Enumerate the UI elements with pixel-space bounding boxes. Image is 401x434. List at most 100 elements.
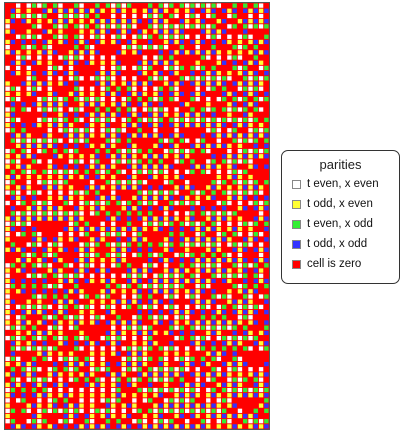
heatmap-cell [116, 169, 121, 174]
heatmap-cell [31, 169, 37, 174]
heatmap-cell [227, 91, 232, 97]
heatmap-cell [190, 169, 195, 174]
heatmap-cell [37, 34, 42, 39]
heatmap-cell [126, 237, 132, 242]
heatmap-cell [243, 335, 248, 341]
heatmap-cell [211, 185, 216, 190]
heatmap-cell [58, 185, 63, 190]
heatmap-cell [195, 335, 200, 341]
heatmap-cell [132, 393, 137, 398]
heatmap-cell [232, 8, 237, 13]
heatmap-cell [137, 361, 142, 367]
heatmap-cell [253, 180, 258, 185]
heatmap-cell [121, 159, 126, 164]
heatmap-cell [10, 216, 16, 221]
heatmap-cell [206, 143, 211, 149]
heatmap-cell [63, 419, 68, 424]
heatmap-cell [169, 367, 174, 372]
heatmap-cell [63, 200, 68, 206]
heatmap-cell [216, 367, 222, 372]
heatmap-cell [206, 361, 211, 367]
heatmap-cell [190, 408, 195, 413]
heatmap-cell [253, 190, 258, 195]
heatmap-cell [5, 107, 10, 112]
heatmap-cell [26, 143, 31, 149]
heatmap-cell [142, 200, 148, 206]
heatmap-cell [121, 226, 126, 232]
heatmap-cell [142, 237, 148, 242]
heatmap-cell [232, 24, 237, 29]
heatmap-cell [84, 226, 90, 232]
heatmap-cell [63, 247, 68, 252]
heatmap-cell [169, 283, 174, 289]
heatmap-cell [126, 283, 132, 289]
heatmap-cell [100, 29, 105, 34]
heatmap-cell [206, 278, 211, 284]
heatmap-cell [163, 174, 169, 180]
heatmap-cell [195, 24, 200, 29]
heatmap-cell [21, 263, 26, 268]
heatmap-cell [121, 283, 126, 289]
heatmap-cell [21, 169, 26, 174]
heatmap-cell [31, 263, 37, 268]
heatmap-cell [232, 356, 237, 362]
heatmap-cell [100, 102, 105, 107]
heatmap-cell [243, 289, 248, 294]
heatmap-cell [227, 200, 232, 206]
heatmap-cell [5, 180, 10, 185]
heatmap-cell [216, 128, 222, 133]
heatmap-cell [116, 107, 121, 112]
heatmap-cell [74, 413, 79, 419]
heatmap-cell [232, 361, 237, 367]
heatmap-cell [47, 164, 53, 169]
heatmap-cell [111, 91, 116, 97]
heatmap-cell [26, 320, 31, 325]
heatmap-cell [184, 19, 190, 24]
heatmap-cell [248, 185, 253, 190]
heatmap-cell [132, 278, 137, 284]
heatmap-cell [243, 419, 248, 424]
heatmap-cell [132, 325, 137, 330]
heatmap-cell [237, 138, 243, 143]
heatmap-cell [232, 211, 237, 216]
heatmap-cell [116, 335, 121, 341]
heatmap-cell [163, 361, 169, 367]
heatmap-cell [16, 190, 21, 195]
heatmap-cell [137, 200, 142, 206]
heatmap-cell [158, 91, 163, 97]
heatmap-cell [74, 221, 79, 226]
heatmap-cell [158, 60, 163, 65]
heatmap-cell [95, 19, 100, 24]
legend-swatch [292, 219, 301, 229]
heatmap-cell [142, 102, 148, 107]
heatmap-cell [89, 128, 95, 133]
heatmap-cell [5, 159, 10, 164]
heatmap-cell [100, 81, 105, 86]
heatmap-cell [184, 76, 190, 81]
heatmap-cell [10, 8, 16, 13]
heatmap-cell [121, 122, 126, 128]
heatmap-cell [200, 258, 206, 263]
legend-swatch [292, 199, 301, 209]
heatmap-cell [100, 361, 105, 367]
heatmap-cell [105, 122, 111, 128]
heatmap-cell [248, 154, 253, 159]
heatmap-cell [184, 289, 190, 294]
heatmap-cell [31, 372, 37, 377]
heatmap-cell [63, 143, 68, 149]
heatmap-cell [258, 278, 264, 284]
heatmap-cell [31, 341, 37, 346]
heatmap-cell [100, 65, 105, 71]
heatmap-cell [42, 169, 47, 174]
heatmap-cell [148, 289, 153, 294]
heatmap-cell [132, 232, 137, 237]
heatmap-cell [63, 294, 68, 299]
heatmap-cell [105, 341, 111, 346]
heatmap-cell [63, 211, 68, 216]
heatmap-cell [174, 346, 179, 351]
heatmap-cell [42, 273, 47, 278]
heatmap-cell [258, 346, 264, 351]
heatmap-cell [243, 273, 248, 278]
heatmap-cell [169, 387, 174, 393]
heatmap-cell [132, 148, 137, 154]
